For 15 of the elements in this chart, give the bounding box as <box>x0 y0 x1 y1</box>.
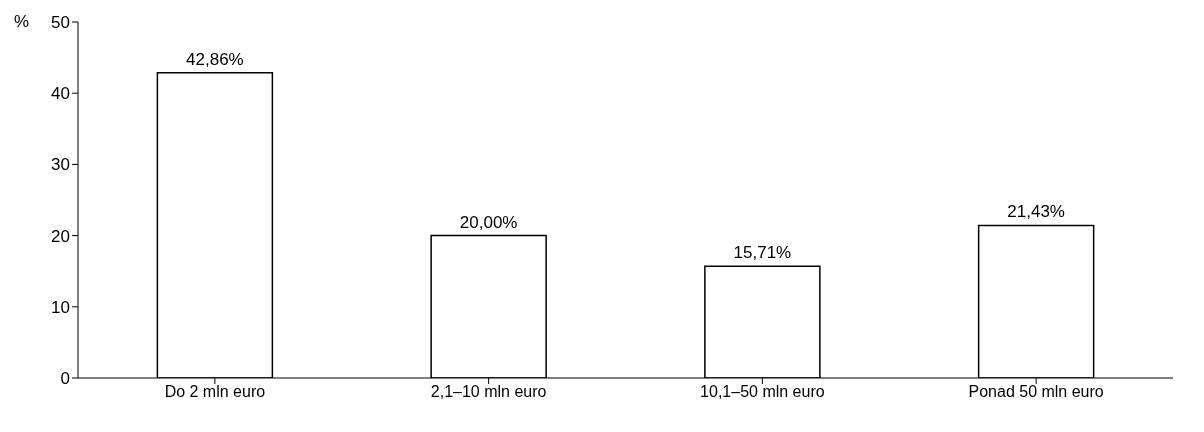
data-label: 42,86% <box>186 49 244 69</box>
data-label: 21,43% <box>1007 202 1065 222</box>
y-tick-label: 0 <box>60 369 70 389</box>
x-tick-label: 10,1–50 mln euro <box>700 383 825 401</box>
y-tick-label: 40 <box>51 84 70 104</box>
data-label: 20,00% <box>459 212 518 232</box>
y-axis-title: % <box>14 12 30 32</box>
y-tick-label: 50 <box>51 13 70 33</box>
x-tick-label: 2,1–10 mln euro <box>430 383 547 401</box>
y-tick-label: 10 <box>51 297 70 317</box>
y-tick-label: 20 <box>51 226 70 246</box>
data-label: 15,71% <box>733 243 792 263</box>
x-tick-label: Do 2 mln euro <box>164 383 266 401</box>
x-tick-label: Ponad 50 mln euro <box>968 383 1104 401</box>
y-tick-label: 30 <box>51 155 70 175</box>
